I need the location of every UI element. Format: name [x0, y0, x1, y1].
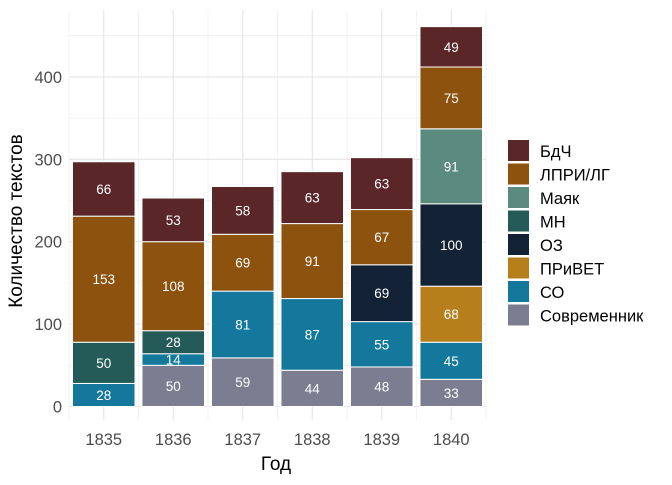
legend-label: Современник	[540, 308, 644, 326]
bar-value-label: 66	[96, 182, 111, 197]
bar-value-label: 50	[166, 379, 181, 394]
bar-value-label: 75	[444, 91, 459, 106]
bar-value-label: 63	[374, 177, 389, 192]
bar-value-label: 58	[235, 203, 250, 218]
bar-value-label: 55	[374, 337, 389, 352]
bar-value-label: 67	[374, 230, 389, 245]
x-tick-label: 1838	[294, 431, 331, 449]
bar-segment	[210, 357, 275, 408]
bar-value-label: 48	[374, 380, 389, 395]
legend-label: Маяк	[540, 190, 580, 208]
legend: БдЧ ЛПРИ/ЛГ Маяк МН ОЗ ПРиВЕТ СО Современник	[508, 140, 644, 326]
axes: 0 100 200 300 400 1835 1836 1837 1838 1839 1840	[34, 69, 469, 449]
bar-value-label: 81	[235, 318, 250, 333]
bar-segment	[280, 171, 345, 225]
bar-segment	[349, 321, 414, 368]
bar-segment	[210, 290, 275, 359]
bar-value-label: 45	[444, 354, 459, 369]
legend-swatch	[508, 210, 529, 232]
bar-segment	[419, 378, 484, 408]
y-tick-label: 400	[34, 69, 62, 87]
bar-value-label: 59	[235, 375, 250, 390]
legend-swatch	[508, 304, 529, 326]
legend-swatch	[508, 163, 529, 185]
bar-segment	[280, 223, 345, 300]
bar-segment	[349, 209, 414, 266]
bars	[71, 26, 484, 408]
bar-segment	[349, 366, 414, 407]
bar-value-label: 69	[374, 286, 389, 301]
bar-value-label: 91	[444, 159, 459, 174]
bar-value-label: 69	[235, 256, 250, 271]
x-tick-label: 1840	[433, 431, 470, 449]
bar-value-label: 68	[444, 307, 459, 322]
bar-segment	[210, 185, 275, 235]
legend-label: ПРиВЕТ	[540, 261, 604, 279]
y-tick-label: 200	[34, 234, 62, 252]
bar-value-label: 53	[166, 213, 181, 228]
bar-segment	[141, 241, 206, 332]
bar-value-label: 108	[162, 279, 185, 294]
bar-value-label: 153	[92, 272, 115, 287]
y-axis-title: Количество текстов	[6, 134, 27, 308]
legend-label: ОЗ	[540, 237, 563, 255]
bar-value-label: 33	[444, 386, 459, 401]
legend-swatch	[508, 281, 529, 302]
legend-label: МН	[540, 214, 566, 232]
bar-segment	[419, 341, 484, 380]
bar-segment	[71, 215, 136, 343]
bar-segment	[419, 285, 484, 343]
bar-value-label: 28	[166, 335, 181, 350]
bar-value-label: 50	[96, 356, 111, 371]
bar-segment	[280, 369, 345, 407]
bar-segment	[349, 264, 414, 323]
bar-value-label: 14	[166, 353, 182, 368]
bar-segment	[141, 197, 206, 243]
x-tick-label: 1835	[85, 431, 122, 449]
legend-swatch	[508, 187, 529, 208]
legend-swatch	[508, 257, 529, 279]
legend-swatch	[508, 234, 529, 255]
legend-swatch	[508, 140, 529, 161]
bar-value-label: 28	[96, 388, 111, 403]
bar-segment	[210, 233, 275, 292]
bar-segment	[71, 341, 136, 384]
x-tick-label: 1836	[155, 431, 192, 449]
bar-segment	[419, 128, 484, 205]
legend-label: СО	[540, 284, 565, 302]
y-tick-label: 100	[34, 316, 62, 334]
y-tick-label: 0	[53, 399, 62, 417]
y-tick-label: 300	[34, 151, 62, 169]
bar-value-label: 49	[444, 40, 459, 55]
x-tick-label: 1839	[363, 431, 400, 449]
legend-label: ЛПРИ/ЛГ	[540, 167, 610, 185]
bar-segment	[419, 26, 484, 68]
legend-label: БдЧ	[540, 143, 571, 161]
bar-value-label: 91	[305, 254, 320, 269]
bar-value-label: 63	[305, 191, 320, 206]
bar-value-labels: 28 50 153 66 50 14 28 108 53 59 81 69 58 44 87 91 63 48 55…	[92, 40, 462, 403]
x-tick-label: 1837	[224, 431, 261, 449]
bar-value-label: 44	[305, 381, 321, 396]
bar-segment	[280, 298, 345, 371]
x-axis-title: Год	[261, 454, 291, 475]
bar-segment	[419, 203, 484, 287]
bar-segment	[349, 157, 414, 211]
bar-value-label: 87	[305, 327, 320, 342]
bar-value-label: 100	[440, 238, 463, 253]
bar-segment	[141, 364, 206, 407]
bar-segment	[71, 161, 136, 217]
